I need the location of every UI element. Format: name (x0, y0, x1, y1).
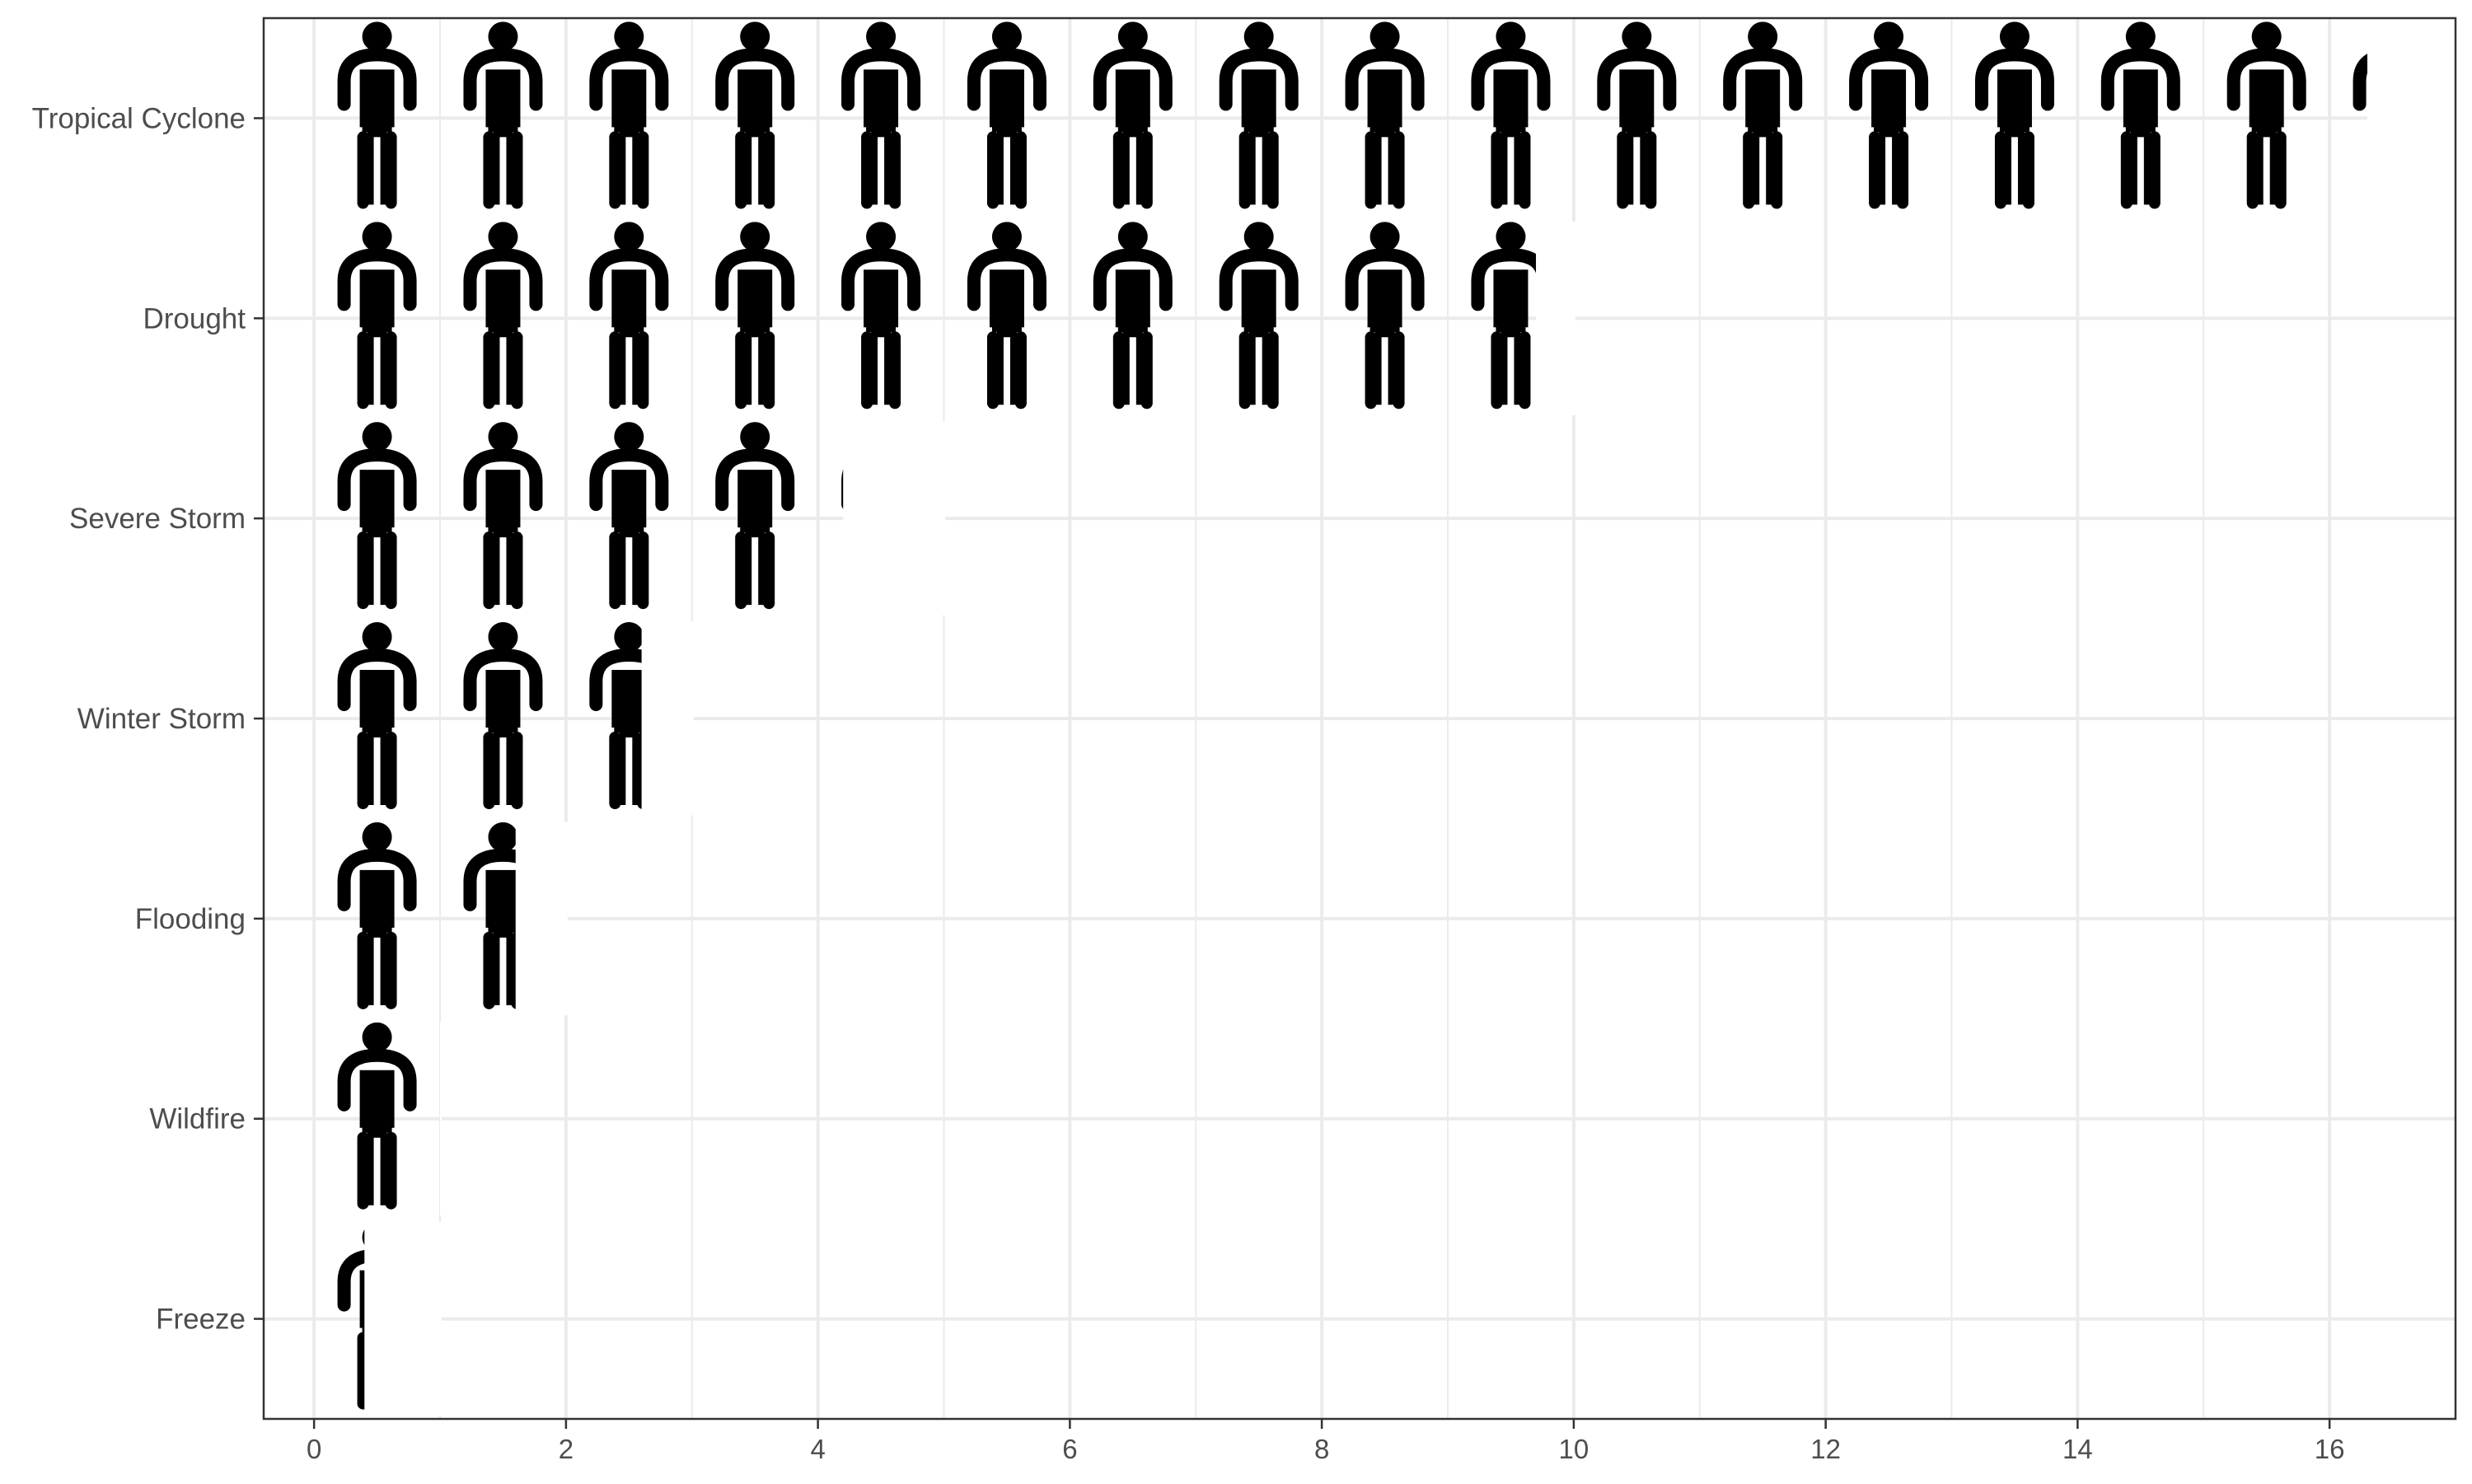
pictogram-marks (344, 21, 2457, 1416)
person-icon (1982, 21, 2048, 204)
x-tick-label: 2 (559, 1434, 574, 1464)
category-label: Drought (143, 302, 246, 335)
pictogram-row (344, 221, 1575, 415)
person-icon (974, 21, 1040, 204)
person-icon (1477, 222, 1543, 405)
person-icon (1352, 21, 1418, 204)
partial-icon-mask (641, 621, 694, 816)
person-icon (1100, 21, 1166, 204)
person-icon (470, 622, 536, 805)
pictogram-row (344, 1022, 442, 1216)
partial-icon-mask (1536, 221, 1575, 415)
person-icon (596, 422, 662, 605)
person-icon (1477, 21, 1543, 204)
person-icon (470, 422, 536, 605)
partial-icon-mask (515, 822, 568, 1016)
person-icon (1856, 21, 1922, 204)
person-icon (596, 222, 662, 405)
person-icon (344, 422, 410, 605)
partial-icon-mask (2367, 21, 2457, 215)
pictogram-row (344, 1222, 442, 1416)
category-label: Flooding (135, 903, 246, 935)
person-icon (722, 21, 788, 204)
person-icon (470, 222, 536, 405)
person-icon (1352, 222, 1418, 405)
x-tick-label: 14 (2062, 1434, 2093, 1464)
x-tick-label: 4 (810, 1434, 825, 1464)
person-icon (344, 822, 410, 1005)
x-tick-label: 6 (1062, 1434, 1077, 1464)
category-label: Winter Storm (77, 703, 246, 735)
pictogram-row (344, 421, 946, 616)
pictogram-row (344, 621, 694, 816)
partial-icon-mask (843, 421, 946, 616)
person-icon (596, 21, 662, 204)
person-icon (1226, 222, 1292, 405)
partial-icon-mask (364, 1222, 442, 1416)
person-icon (1226, 21, 1292, 204)
grid-lines (264, 18, 2456, 1419)
x-tick-label: 10 (1559, 1434, 1589, 1464)
person-icon (344, 1023, 410, 1205)
person-icon (722, 222, 788, 405)
person-icon (2234, 21, 2300, 204)
category-label: Wildfire (149, 1103, 246, 1135)
x-tick-label: 16 (2315, 1434, 2345, 1464)
partial-icon-mask (440, 1022, 442, 1216)
x-axis: 0 2 4 6 8 10 12 14 16 (307, 1419, 2345, 1464)
person-icon (1604, 21, 1669, 204)
person-icon (1100, 222, 1166, 405)
x-tick-label: 8 (1314, 1434, 1329, 1464)
y-axis: Tropical Cyclone Drought Severe Storm Winte… (32, 102, 264, 1336)
person-icon (1730, 21, 1795, 204)
x-tick-label: 12 (1810, 1434, 1841, 1464)
person-icon (974, 222, 1040, 405)
category-label: Severe Storm (69, 503, 246, 535)
person-icon (722, 422, 788, 605)
person-icon (848, 21, 914, 204)
person-icon (470, 21, 536, 204)
category-label: Tropical Cyclone (32, 102, 246, 134)
pictogram-row (344, 822, 568, 1016)
person-icon (344, 622, 410, 805)
category-label: Freeze (156, 1304, 246, 1336)
person-icon (2108, 21, 2174, 204)
pictogram-row (344, 21, 2457, 215)
person-icon (848, 222, 914, 405)
person-icon (344, 21, 410, 204)
x-tick-label: 0 (307, 1434, 321, 1464)
person-icon (344, 222, 410, 405)
